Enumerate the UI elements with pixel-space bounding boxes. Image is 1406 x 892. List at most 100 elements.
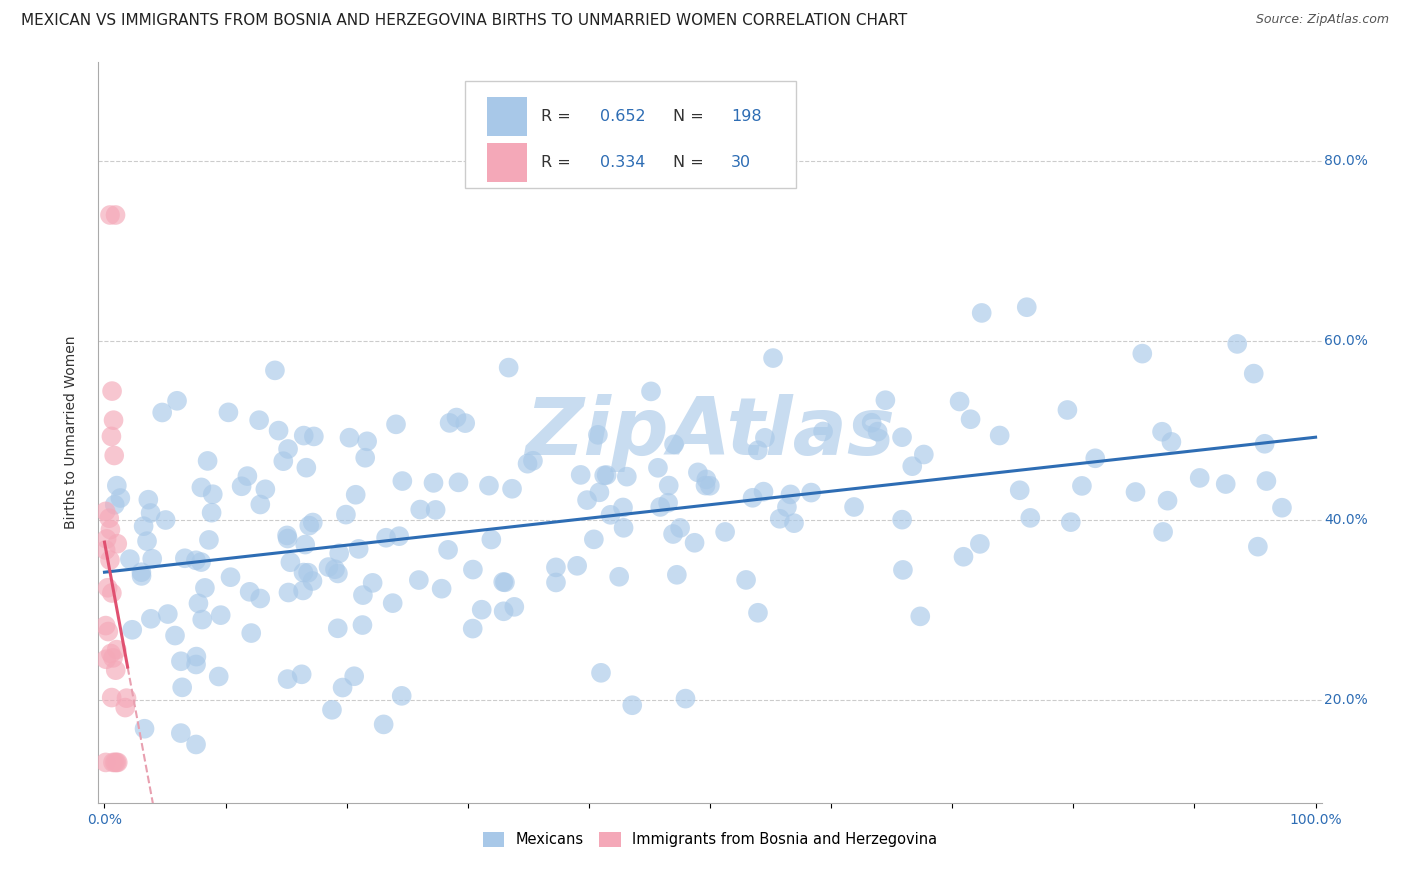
Point <box>200 506 222 520</box>
Point <box>354 450 377 465</box>
Point <box>302 429 325 443</box>
Point <box>277 442 299 456</box>
Text: 20.0%: 20.0% <box>1324 692 1368 706</box>
Point <box>662 527 685 541</box>
Point <box>1071 479 1094 493</box>
Point <box>714 524 737 539</box>
Point <box>190 480 212 494</box>
Point <box>683 535 706 549</box>
Text: N =: N = <box>673 155 709 170</box>
Point <box>97 624 120 639</box>
Point <box>326 621 349 635</box>
Point <box>669 521 692 535</box>
Point <box>239 584 262 599</box>
Point <box>769 512 792 526</box>
Point <box>104 663 127 677</box>
Point <box>860 416 883 430</box>
Point <box>139 612 162 626</box>
Point <box>446 410 468 425</box>
Point <box>1019 511 1042 525</box>
Point <box>298 518 321 533</box>
Point <box>186 649 208 664</box>
Point <box>747 606 769 620</box>
Point <box>297 566 319 580</box>
Point <box>105 478 128 492</box>
Point <box>240 626 263 640</box>
Point <box>295 460 318 475</box>
Point <box>150 405 173 419</box>
Text: 30: 30 <box>731 155 751 170</box>
Point <box>347 541 370 556</box>
Point <box>373 717 395 731</box>
Point <box>988 428 1011 442</box>
Point <box>385 417 408 432</box>
Point <box>544 575 567 590</box>
Point <box>1226 337 1249 351</box>
Point <box>98 208 121 222</box>
Text: N =: N = <box>673 109 709 124</box>
Point <box>695 472 717 486</box>
Point <box>752 484 775 499</box>
Point <box>741 491 763 505</box>
Point <box>103 449 125 463</box>
Point <box>747 443 769 458</box>
Point <box>699 479 721 493</box>
Point <box>184 553 207 567</box>
Point <box>100 429 122 443</box>
Legend: Mexicans, Immigrants from Bosnia and Herzegovina: Mexicans, Immigrants from Bosnia and Her… <box>475 825 945 855</box>
Point <box>381 596 404 610</box>
Point <box>118 552 141 566</box>
Text: 80.0%: 80.0% <box>1324 154 1368 169</box>
Point <box>191 613 214 627</box>
Point <box>139 506 162 520</box>
Point <box>640 384 662 399</box>
Point <box>891 563 914 577</box>
Point <box>184 657 207 672</box>
Point <box>501 482 523 496</box>
Point <box>184 738 207 752</box>
Point <box>478 478 501 492</box>
Point <box>599 508 621 522</box>
Point <box>104 208 127 222</box>
Point <box>94 504 117 518</box>
Point <box>494 575 516 590</box>
Point <box>675 691 697 706</box>
Point <box>294 537 316 551</box>
Point <box>94 652 117 666</box>
Point <box>105 756 128 770</box>
Text: ZipAtlas: ZipAtlas <box>524 393 896 472</box>
Point <box>901 459 924 474</box>
Point <box>391 689 413 703</box>
Point <box>352 618 374 632</box>
Point <box>249 591 271 606</box>
Point <box>98 511 121 525</box>
Point <box>471 603 494 617</box>
Point <box>754 431 776 445</box>
Point <box>98 553 121 567</box>
Point <box>101 756 124 770</box>
Point <box>959 412 981 426</box>
Point <box>94 543 117 558</box>
Point <box>658 478 681 492</box>
Point <box>811 425 834 439</box>
Point <box>110 491 132 505</box>
Text: 0.334: 0.334 <box>600 155 645 170</box>
Point <box>567 558 589 573</box>
Point <box>408 573 430 587</box>
Point <box>100 647 122 661</box>
Text: R =: R = <box>541 109 576 124</box>
Point <box>665 567 688 582</box>
Point <box>647 460 669 475</box>
Point <box>613 521 636 535</box>
Point <box>1152 524 1174 539</box>
Point <box>616 469 638 483</box>
Point <box>612 500 634 515</box>
Point <box>277 532 299 546</box>
Point <box>891 513 914 527</box>
Point <box>875 393 897 408</box>
Point <box>103 413 125 427</box>
Point <box>439 416 461 430</box>
Point <box>105 537 128 551</box>
Point <box>912 448 935 462</box>
Point <box>650 500 672 514</box>
